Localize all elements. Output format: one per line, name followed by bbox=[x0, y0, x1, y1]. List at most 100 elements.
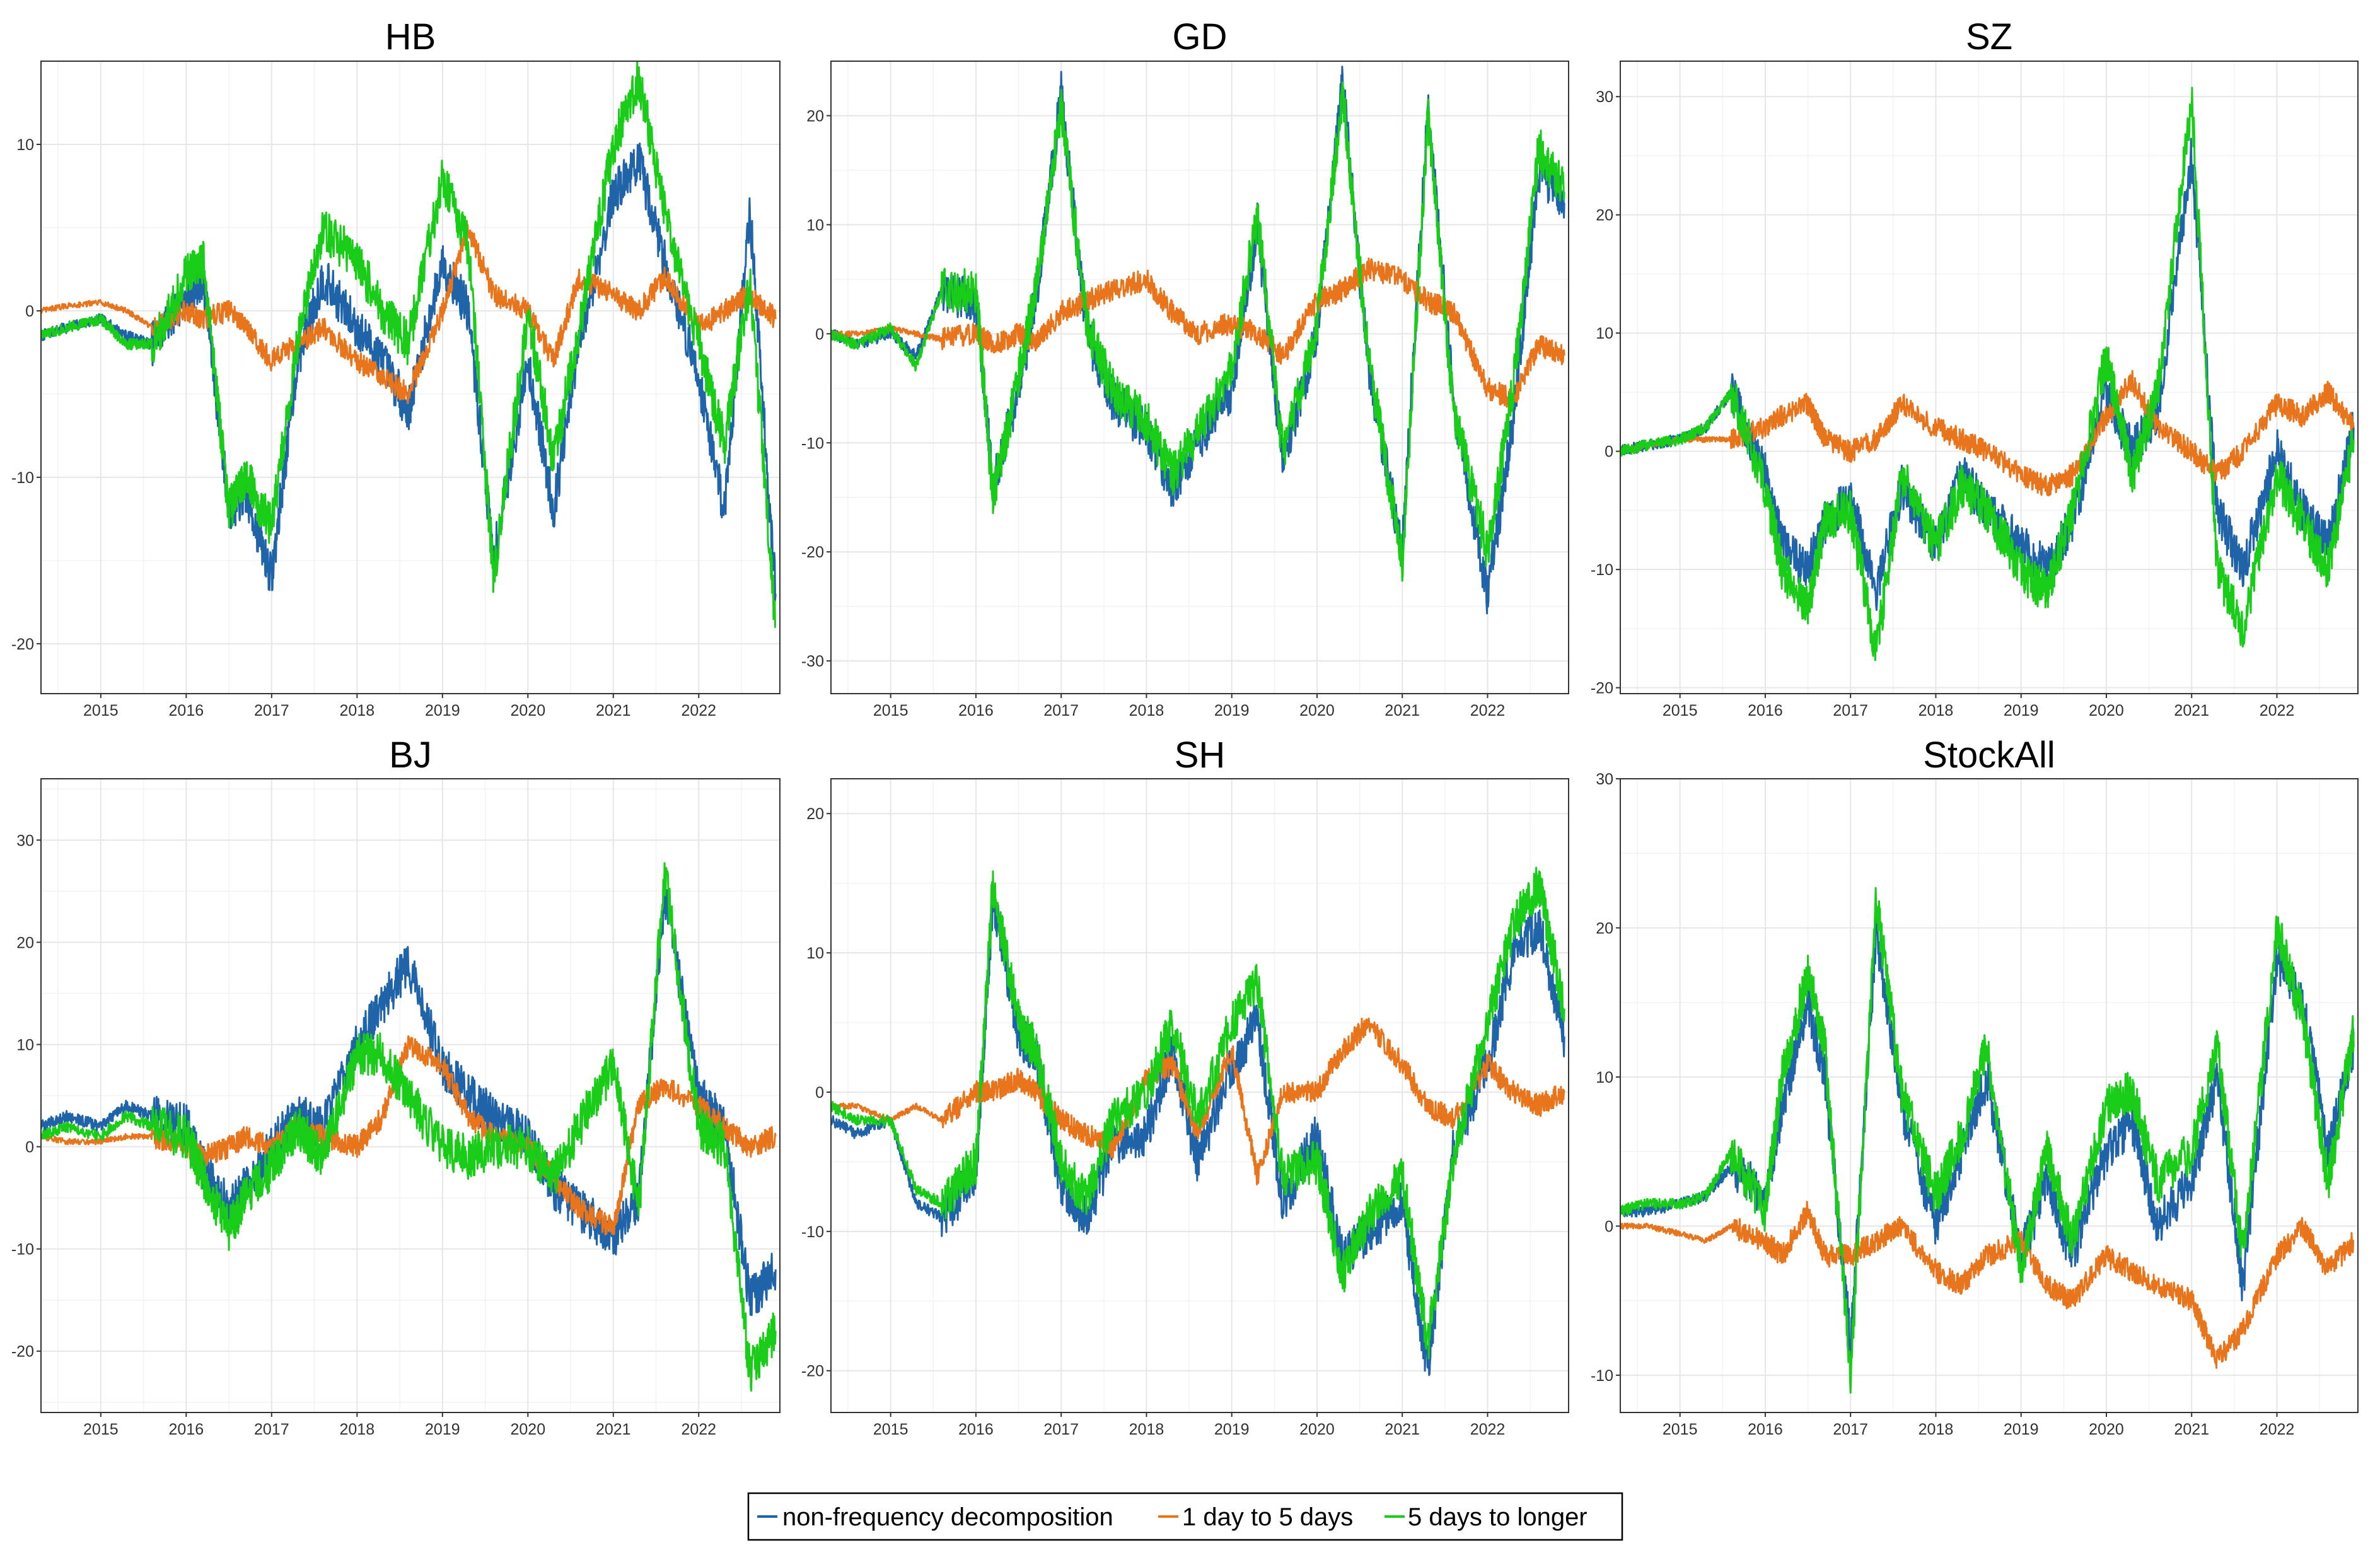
x-tick-label: 2019 bbox=[425, 1421, 460, 1438]
x-tick-label: 2021 bbox=[1384, 702, 1420, 719]
x-tick-label: 2016 bbox=[1748, 702, 1783, 719]
panel-title: GD bbox=[1173, 16, 1228, 57]
y-tick-label: -20 bbox=[11, 1343, 34, 1361]
y-tick-label: 10 bbox=[806, 945, 824, 962]
x-tick-label: 2018 bbox=[1129, 1421, 1164, 1438]
y-tick-label: 10 bbox=[1596, 325, 1613, 342]
series-5-days-longer bbox=[831, 866, 1565, 1360]
y-tick-label: 10 bbox=[806, 216, 824, 234]
y-tick-label: 0 bbox=[1605, 1218, 1613, 1235]
x-tick-label: 2015 bbox=[1663, 702, 1698, 719]
x-tick-label: 2021 bbox=[2174, 1421, 2209, 1438]
x-tick-label: 2019 bbox=[2004, 1421, 2039, 1438]
x-tick-label: 2015 bbox=[873, 1421, 908, 1438]
x-tick-label: 2017 bbox=[1833, 1421, 1868, 1438]
x-tick-label: 2017 bbox=[254, 1421, 289, 1438]
plot-border bbox=[1620, 61, 2359, 694]
legend: non-frequency decomposition 1 day to 5 d… bbox=[747, 1492, 1623, 1541]
panel-title: HB bbox=[385, 16, 436, 57]
x-tick-label: 2021 bbox=[596, 702, 631, 719]
panel-gd: 2015 2016 2017 2018 2019 2020 2021 2022 -30 -20 -1… bbox=[801, 16, 1569, 719]
x-tick-label: 2018 bbox=[1919, 1421, 1954, 1438]
x-tick-label: 2017 bbox=[1043, 702, 1079, 719]
y-tick-label: -10 bbox=[11, 1241, 34, 1259]
x-tick-label: 2022 bbox=[2260, 1421, 2295, 1438]
legend-box bbox=[747, 1492, 1623, 1541]
series-5-days-longer bbox=[41, 61, 776, 629]
x-tick-label: 2020 bbox=[2089, 702, 2124, 719]
y-tick-label: 30 bbox=[1596, 771, 1613, 788]
series-5-days-longer bbox=[41, 862, 777, 1392]
panel-hb: 2015 2016 2017 2018 2019 2020 2021 2022 -20 -10 0 1… bbox=[11, 16, 781, 719]
x-tick-label: 2022 bbox=[681, 702, 716, 719]
x-tick-label: 2022 bbox=[1470, 702, 1506, 719]
legend-label-non-frequency: non-frequency decomposition bbox=[782, 1503, 1113, 1531]
x-tick-label: 2017 bbox=[1043, 1421, 1079, 1438]
y-tick-label: 20 bbox=[16, 934, 34, 952]
x-tick-label: 2022 bbox=[2260, 702, 2295, 719]
panel-stockall: 2015 2016 2017 2018 2019 2020 2021 2022 -10 0 10 20… bbox=[1591, 735, 2359, 1438]
y-tick-label: -10 bbox=[1591, 561, 1613, 579]
plot-border bbox=[40, 61, 781, 694]
panels-layer: 2015 2016 2017 2018 2019 2020 2021 2022-20-1001… bbox=[11, 16, 2359, 1438]
x-tick-label: 2020 bbox=[510, 702, 545, 719]
y-tick-label: 0 bbox=[25, 303, 34, 320]
plot-border bbox=[830, 778, 1569, 1413]
x-tick-label: 2015 bbox=[873, 702, 908, 719]
y-tick-label: -10 bbox=[11, 469, 34, 487]
y-tick-label: -20 bbox=[1591, 680, 1613, 697]
series-5-days-longer bbox=[831, 81, 1565, 582]
plot-border bbox=[830, 61, 1569, 694]
x-tick-label: 2016 bbox=[169, 702, 204, 719]
legend-label-1-to-5-days: 1 day to 5 days bbox=[1182, 1503, 1353, 1531]
panel-title: BJ bbox=[389, 735, 432, 776]
x-tick-label: 2020 bbox=[1299, 1421, 1335, 1438]
x-tick-label: 2019 bbox=[1214, 702, 1250, 719]
x-tick-label: 2019 bbox=[1214, 1421, 1250, 1438]
x-tick-label: 2019 bbox=[2004, 702, 2039, 719]
series-non-frequency bbox=[831, 886, 1565, 1377]
x-tick-label: 2021 bbox=[2174, 702, 2209, 719]
x-tick-label: 2020 bbox=[1299, 702, 1335, 719]
y-tick-label: 0 bbox=[815, 1084, 824, 1102]
x-tick-label: 2017 bbox=[1833, 702, 1868, 719]
x-tick-label: 2020 bbox=[510, 1421, 545, 1438]
plot-background bbox=[1620, 61, 2358, 694]
y-tick-label: -10 bbox=[801, 434, 824, 452]
y-tick-label: 20 bbox=[1596, 207, 1613, 224]
y-tick-label: 20 bbox=[1596, 919, 1613, 937]
y-tick-label: -30 bbox=[801, 653, 824, 670]
y-tick-label: 0 bbox=[25, 1139, 34, 1156]
x-tick-label: 2015 bbox=[83, 702, 119, 719]
series-1-to-5-days bbox=[831, 1017, 1565, 1185]
plot-background bbox=[831, 779, 1569, 1412]
y-tick-label: -10 bbox=[801, 1223, 824, 1241]
x-tick-label: 2020 bbox=[2089, 1421, 2124, 1438]
panel-bj: 2015 2016 2017 2018 2019 2020 2021 2022 -20 -10 0 1… bbox=[11, 735, 781, 1438]
x-tick-label: 2018 bbox=[340, 702, 375, 719]
y-tick-label: -10 bbox=[1591, 1367, 1613, 1385]
x-tick-label: 2016 bbox=[958, 1421, 994, 1438]
x-tick-label: 2016 bbox=[1748, 1421, 1783, 1438]
y-tick-label: 30 bbox=[16, 832, 34, 849]
y-tick-label: 20 bbox=[806, 805, 824, 823]
panel-sh: 2015 2016 2017 2018 2019 2020 2021 2022 -20 -10 0 1… bbox=[801, 735, 1569, 1438]
y-tick-label: -20 bbox=[801, 1363, 824, 1380]
series-1-to-5-days bbox=[831, 257, 1565, 410]
panel-sz: 2015 2016 2017 2018 2019 2020 2021 2022 -20 -10 0 1… bbox=[1591, 16, 2359, 719]
x-tick-label: 2018 bbox=[340, 1421, 375, 1438]
x-tick-label: 2022 bbox=[681, 1421, 716, 1438]
x-tick-label: 2015 bbox=[83, 1421, 119, 1438]
plot-background bbox=[1620, 779, 2358, 1412]
series-1-to-5-days bbox=[1620, 1201, 2355, 1369]
series-5-days-longer bbox=[1620, 86, 2355, 661]
series-5-days-longer bbox=[1620, 887, 2355, 1394]
x-tick-label: 2018 bbox=[1129, 702, 1164, 719]
legend-label-5-days-longer: 5 days to longer bbox=[1408, 1503, 1588, 1531]
plot-background bbox=[831, 61, 1569, 694]
plot-border bbox=[1620, 778, 2359, 1413]
plot-background bbox=[41, 61, 780, 694]
y-tick-label: 10 bbox=[1596, 1069, 1613, 1086]
y-tick-label: 0 bbox=[815, 325, 824, 343]
y-tick-label: -20 bbox=[11, 636, 34, 653]
